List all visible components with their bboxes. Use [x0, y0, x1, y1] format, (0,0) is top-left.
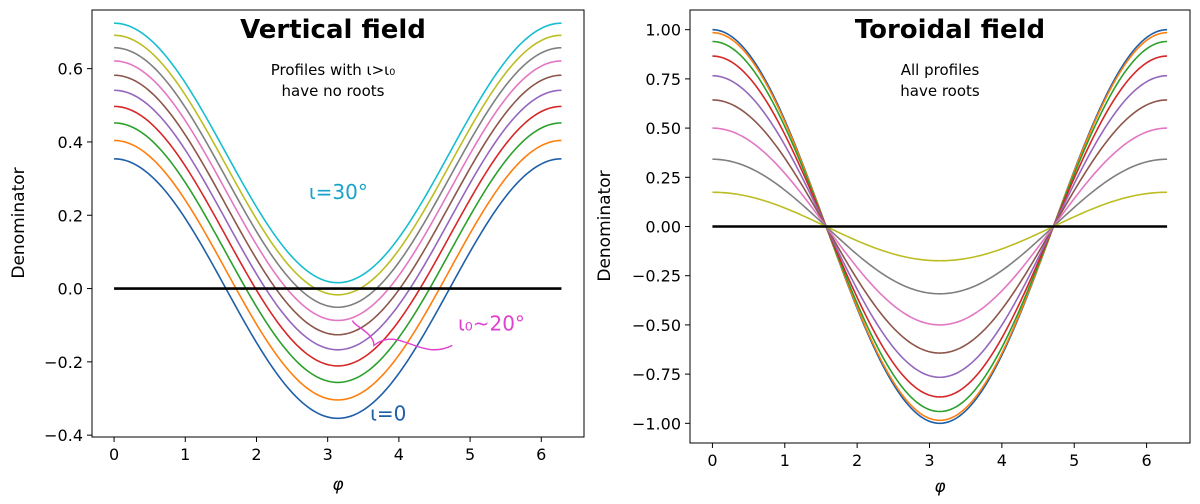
vertical-field-series-6 — [114, 60, 562, 322]
vertical-field-ytick-label: 0.2 — [58, 206, 83, 225]
vertical-field-curve-label-2: ι₀~20° — [458, 312, 525, 336]
vertical-field-annotation-line1: Profiles with ι>ι₀ — [271, 61, 396, 79]
vertical-field-xtick-label: 6 — [536, 445, 546, 464]
toroidal-field-ytick-label: −0.25 — [632, 267, 681, 286]
toroidal-field-series-8 — [712, 191, 1168, 262]
toroidal-field-ticks: 0 1 2 3 4 5 6 −1.00 −0.75 −0.50 −0.25 0.00 0.25 0.50 0… — [632, 21, 1152, 470]
toroidal-field-xtick-label: 6 — [1141, 451, 1151, 470]
toroidal-field-series-1 — [712, 31, 1168, 422]
vertical-field-series-2 — [114, 122, 562, 384]
vertical-field-xlabel: φ — [332, 475, 344, 495]
vertical-field-series-1 — [114, 139, 562, 401]
vertical-field-xtick-label: 0 — [109, 445, 119, 464]
vertical-field-ytick-label: −0.4 — [44, 426, 83, 445]
vertical-field-series-8 — [114, 34, 562, 296]
vertical-field-ylabel: Denominator — [9, 167, 29, 278]
vertical-field-annotation-line2: have no roots — [282, 82, 385, 100]
toroidal-field-series-3 — [712, 55, 1168, 398]
toroidal-field-ytick-label: −0.75 — [632, 365, 681, 384]
vertical-field-curve-label-1: ι=0 — [370, 402, 406, 426]
vertical-field-curves — [114, 22, 562, 420]
toroidal-field-xtick-label: 1 — [780, 451, 790, 470]
vertical-field-curve-labels: ι=30° ι=0 ι₀~20° — [309, 180, 525, 426]
vertical-field-frame — [91, 9, 585, 438]
vertical-field-xtick-label: 1 — [180, 445, 190, 464]
vertical-field-xtick-label: 3 — [323, 445, 333, 464]
vertical-field-series-4 — [114, 89, 562, 351]
vertical-field-xtick-label: 2 — [251, 445, 261, 464]
vertical-field-series-5 — [114, 74, 562, 336]
toroidal-field-series-4 — [712, 74, 1168, 379]
toroidal-field-ytick-label: 0.25 — [645, 168, 681, 187]
vertical-field-ytick-label: 0.6 — [58, 60, 83, 79]
vertical-field-series-7 — [114, 46, 562, 309]
toroidal-field-ylabel: Denominator — [595, 170, 615, 281]
toroidal-field-series-5 — [712, 99, 1168, 354]
toroidal-field-ytick-label: 0.00 — [645, 218, 681, 237]
vertical-field-title: Vertical field — [240, 15, 426, 45]
toroidal-field-xtick-label: 5 — [1069, 451, 1079, 470]
toroidal-field-panel: 0 1 2 3 4 5 6 −1.00 −0.75 −0.50 −0.25 0.00 0.25 0.50 0… — [595, 9, 1191, 497]
toroidal-field-ytick-label: 1.00 — [645, 21, 681, 40]
vertical-field-curve-label-0: ι=30° — [309, 180, 368, 204]
vertical-field-ytick-label: 0.0 — [58, 280, 83, 299]
vertical-field-ytick-label: 0.4 — [58, 133, 83, 152]
toroidal-field-title: Toroidal field — [855, 15, 1045, 45]
toroidal-field-series-7 — [712, 158, 1168, 295]
toroidal-field-ytick-label: 0.75 — [645, 70, 681, 89]
toroidal-field-annotation-line2: have roots — [900, 82, 980, 100]
vertical-field-series-9 — [114, 22, 562, 284]
vertical-field-series-3 — [114, 105, 562, 367]
vertical-field-ytick-label: −0.2 — [44, 353, 83, 372]
vertical-field-panel: 0 1 2 3 4 5 6 −0.4 −0.2 0.0 0.2 0.4 0.6 ι=30° ι=0 ι₀~2… — [9, 9, 585, 495]
toroidal-field-ytick-label: −0.50 — [632, 316, 681, 335]
vertical-field-ticks: 0 1 2 3 4 5 6 −0.4 −0.2 0.0 0.2 0.4 0.6 — [44, 60, 546, 464]
toroidal-field-xtick-label: 3 — [924, 451, 934, 470]
toroidal-field-xlabel: φ — [934, 477, 946, 497]
toroidal-field-xtick-label: 0 — [707, 451, 717, 470]
vertical-field-xtick-label: 5 — [465, 445, 475, 464]
vertical-field-xtick-label: 4 — [394, 445, 404, 464]
toroidal-field-frame — [689, 9, 1191, 444]
iota0-pointer-line — [351, 320, 453, 351]
toroidal-field-annotation-line1: All profiles — [901, 61, 980, 79]
toroidal-field-xtick-label: 4 — [997, 451, 1007, 470]
toroidal-field-curves — [712, 28, 1168, 425]
toroidal-field-series-2 — [712, 40, 1168, 413]
toroidal-field-xtick-label: 2 — [852, 451, 862, 470]
vertical-field-series-0 — [114, 158, 562, 420]
toroidal-field-series-6 — [712, 127, 1168, 326]
toroidal-field-ytick-label: −1.00 — [632, 414, 681, 433]
toroidal-field-ytick-label: 0.50 — [645, 119, 681, 138]
